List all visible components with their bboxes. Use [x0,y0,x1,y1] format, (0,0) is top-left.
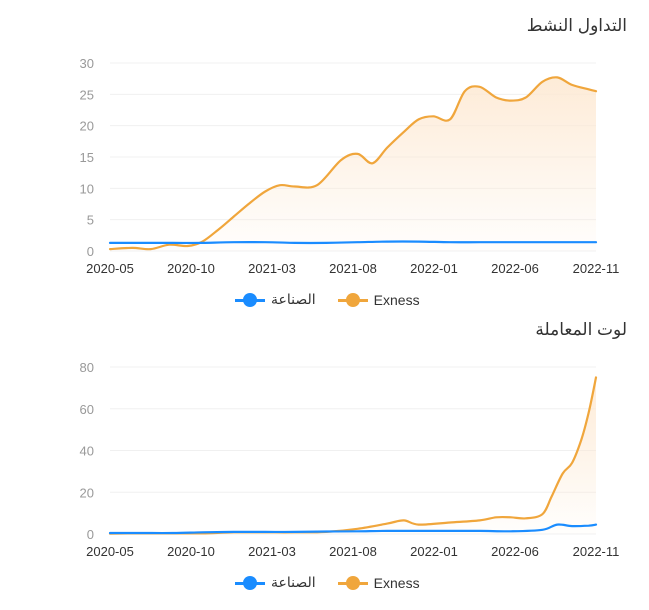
active-trading-plot: 0 5 10 15 20 25 30 2020-05 2020-10 2021-03 2021-08… [80,56,620,276]
series-line-industry[interactable] [108,523,598,535]
y-tick-label: 5 [87,213,94,228]
legend-label: Exness [373,574,420,591]
legend-dot [243,292,257,307]
x-tick-label: 2022-11 [573,261,620,276]
y-tick-label: 20 [80,119,94,134]
industry-legend-marker-icon [235,292,265,307]
x-tick-label: 2020-05 [86,261,134,276]
y-tick-label: 25 [80,87,94,102]
y-tick-label: 80 [80,360,94,375]
x-tick-label: 2021-08 [329,544,377,559]
x-tick-label: 2020-10 [167,544,215,559]
chart-legend: الصناعة Exness [235,291,420,308]
x-tick-label: 2022-01 [410,544,458,559]
chart-title: لوت المعاملة [535,320,627,339]
series-line-industry[interactable] [108,240,598,245]
legend-item-industry[interactable]: الصناعة [235,574,316,591]
legend-label: الصناعة [271,291,316,307]
x-tick-label: 2022-01 [410,261,458,276]
legend-item-exness[interactable]: Exness [337,291,420,308]
x-tick-label: 2021-03 [248,544,296,559]
exness-legend-marker-icon [337,292,368,307]
transaction-lot-chart-panel: لوت المعاملة 0 20 40 60 80 2020-05 2020-10 2021… [0,315,649,610]
x-tick-label: 2020-05 [86,544,134,559]
industry-legend-marker-icon [235,575,265,590]
x-tick-label: 2022-11 [573,544,620,559]
legend-label: Exness [373,291,420,308]
x-tick-label: 2022-06 [491,261,539,276]
legend-dot [243,575,257,590]
series-area-exness [110,77,596,251]
legend-label: الصناعة [271,574,316,590]
legend-item-exness[interactable]: Exness [337,574,420,591]
transaction-lot-plot: 0 20 40 60 80 2020-05 2020-10 2021-03 2021-08 202… [80,360,620,559]
series-area-exness [110,377,596,534]
y-tick-label: 15 [80,150,94,165]
series-line-exness[interactable] [108,76,598,251]
x-tick-label: 2021-08 [329,261,377,276]
y-tick-label: 20 [80,485,94,500]
chart-legend: الصناعة Exness [235,574,420,591]
x-tick-label: 2020-10 [167,261,215,276]
x-tick-label: 2021-03 [248,261,296,276]
chart-title: التداول النشط [526,16,627,35]
y-tick-label: 30 [80,56,94,71]
legend-dot [345,575,360,590]
y-tick-label: 40 [80,444,94,459]
y-tick-label: 60 [80,402,94,417]
y-tick-label: 0 [87,244,94,259]
series-line-exness[interactable] [108,376,598,535]
legend-item-industry[interactable]: الصناعة [235,291,316,308]
exness-legend-marker-icon [337,575,368,590]
y-tick-label: 0 [87,527,94,542]
y-tick-label: 10 [80,181,94,196]
x-tick-label: 2022-06 [491,544,539,559]
active-trading-chart-panel: التداول النشط 0 5 10 15 20 25 30 2020-05 2020-10… [80,16,627,308]
legend-dot [345,292,360,307]
